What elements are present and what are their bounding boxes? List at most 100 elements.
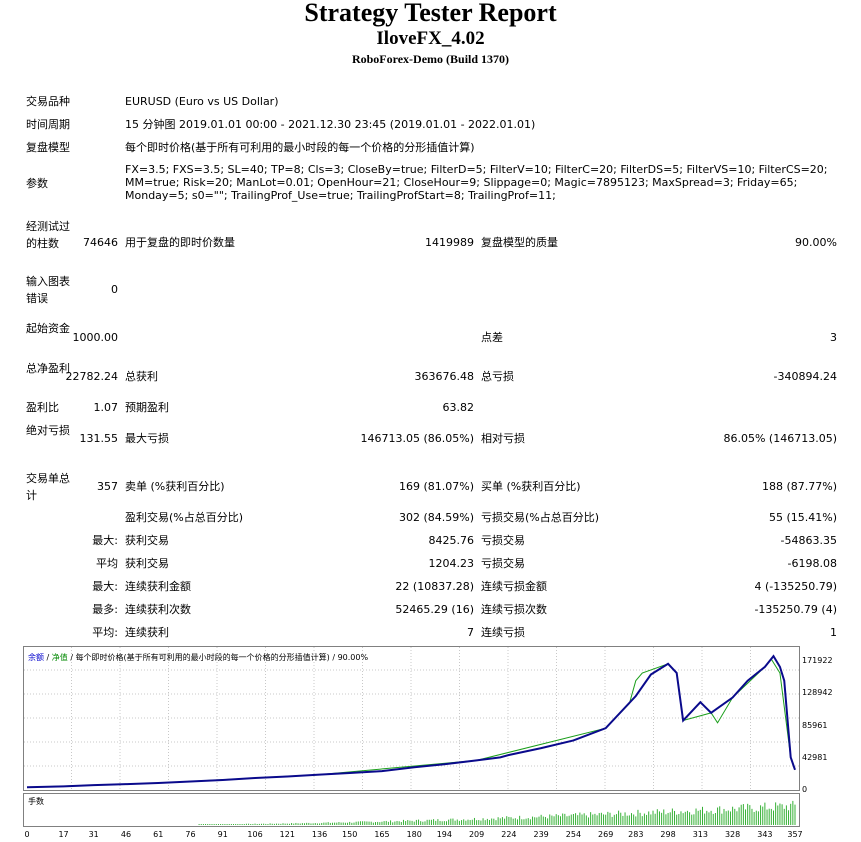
balance-chart: 171922 128942 85961 42981 0 0 17 31 46 61 76 91 106… xyxy=(23,646,833,839)
bars-label: 经测试过的柱数 xyxy=(26,220,70,250)
x-tick-label: 150 xyxy=(342,830,357,839)
trades-label: 交易单总计 xyxy=(26,472,70,502)
loss-trades-label: 亏损交易(%占总百分比) xyxy=(481,511,600,524)
most-prefix: 最多: xyxy=(92,603,118,616)
grossprofit-value: 363676.48 xyxy=(414,370,475,383)
deposit-label: 起始资金 xyxy=(26,322,70,335)
trades-value: 357 xyxy=(97,480,118,493)
x-tick-label: 76 xyxy=(185,830,195,839)
model-value: 每个即时价格(基于所有可利用的最小时段的每一个价格的分形插值计算) xyxy=(125,141,475,154)
avg-loss-value: -6198.08 xyxy=(787,557,837,570)
y-tick-label: 0 xyxy=(802,785,807,794)
max-prefix: 最大: xyxy=(92,580,118,593)
netprofit-value: 22782.24 xyxy=(65,370,119,383)
avg-cons-losses-label: 连续亏损 xyxy=(481,626,525,639)
pf-label: 盈利比 xyxy=(26,401,59,414)
max-cons-losses-label: 连续亏损金额 xyxy=(481,580,547,593)
y-tick-label: 128942 xyxy=(802,688,833,697)
avg-cons-losses-value: 1 xyxy=(830,626,837,639)
largest-profit-label: 获利交易 xyxy=(125,534,169,547)
avg-prefix: 平均 xyxy=(96,557,118,570)
absdd-value: 131.55 xyxy=(79,432,119,445)
short-label: 卖单 (%获利百分比) xyxy=(125,480,225,493)
x-tick-label: 357 xyxy=(787,830,802,839)
legend-sep-2: / xyxy=(68,653,76,662)
x-tick-label: 343 xyxy=(757,830,772,839)
deposit-value: 1000.00 xyxy=(72,331,119,344)
avg-loss-label: 亏损交易 xyxy=(481,557,525,570)
x-tick-label: 106 xyxy=(247,830,262,839)
report-title: Strategy Tester Report xyxy=(304,0,557,27)
x-tick-label: 165 xyxy=(374,830,389,839)
spread-label: 点差 xyxy=(481,331,503,344)
legend-balance: 余额 xyxy=(28,652,44,662)
x-tick-label: 328 xyxy=(725,830,740,839)
params-line-3: Monday=5; s0=""; TrailingProf_Use=true; … xyxy=(125,189,556,202)
x-tick-label: 224 xyxy=(501,830,516,839)
x-tick-label: 209 xyxy=(469,830,484,839)
quality-value: 90.00% xyxy=(795,236,837,249)
period-label: 时间周期 xyxy=(26,118,70,131)
loss-trades-value: 55 (15.41%) xyxy=(768,511,837,524)
y-tick-label: 42981 xyxy=(802,753,827,762)
x-tick-label: 91 xyxy=(218,830,228,839)
y-tick-label: 85961 xyxy=(802,721,827,730)
profit-trades-label: 盈利交易(%占总百分比) xyxy=(125,511,244,524)
x-tick-label: 283 xyxy=(628,830,643,839)
legend-equity: 净值 xyxy=(52,652,68,662)
params-value: FX=3.5; FXS=3.5; SL=40; TP=8; Cls=3; Clo… xyxy=(125,163,845,202)
short-value: 169 (81.07%) xyxy=(398,480,474,493)
x-tick-label: 46 xyxy=(121,830,131,839)
pf-value: 1.07 xyxy=(93,401,119,414)
long-label: 买单 (%获利百分比) xyxy=(481,480,581,493)
max-cons-losses-value: 4 (-135250.79) xyxy=(754,580,837,593)
mismatch-value: 0 xyxy=(111,283,118,296)
x-tick-label: 0 xyxy=(24,830,29,839)
x-tick-label: 313 xyxy=(693,830,708,839)
netprofit-label: 总净盈利 xyxy=(26,362,70,375)
maxdd-value: 146713.05 (86.05%) xyxy=(360,432,474,445)
grossprofit-label: 总获利 xyxy=(125,370,158,383)
ticks-label: 用于复盘的即时价数量 xyxy=(125,236,235,249)
spread-value: 3 xyxy=(830,331,837,344)
params-line-2: MM=true; Risk=20; ManLot=0.01; OpenHour=… xyxy=(125,176,798,189)
x-tick-label: 136 xyxy=(312,830,327,839)
largest-loss-label: 亏损交易 xyxy=(481,534,525,547)
avg-profit-value: 1204.23 xyxy=(428,557,475,570)
y-tick-label: 171922 xyxy=(802,656,833,665)
x-tick-label: 194 xyxy=(437,830,452,839)
avg-profit-label: 获利交易 xyxy=(125,557,169,570)
x-tick-label: 239 xyxy=(534,830,549,839)
lots-label: 手数 xyxy=(28,796,44,806)
avg-cons-wins-label: 连续获利 xyxy=(125,626,169,639)
x-tick-label: 61 xyxy=(153,830,163,839)
most-cons-profit-value: 52465.29 (16) xyxy=(395,603,474,616)
reldd-label: 相对亏损 xyxy=(481,432,525,445)
ea-name: IloveFX_4.02 xyxy=(376,28,485,49)
payoff-value: 63.82 xyxy=(442,401,475,414)
x-tick-label: 254 xyxy=(566,830,581,839)
max-cons-wins-label: 连续获利金额 xyxy=(125,580,191,593)
x-tick-label: 298 xyxy=(660,830,675,839)
payoff-label: 预期盈利 xyxy=(125,401,169,414)
server-build: RoboForex-Demo (Build 1370) xyxy=(351,52,510,66)
profit-trades-value: 302 (84.59%) xyxy=(398,511,474,524)
params-line-1: FX=3.5; FXS=3.5; SL=40; TP=8; Cls=3; Clo… xyxy=(125,163,828,176)
ticks-value: 1419989 xyxy=(425,236,474,249)
params-label: 参数 xyxy=(26,177,48,190)
x-tick-label: 180 xyxy=(407,830,422,839)
x-tick-label: 31 xyxy=(89,830,99,839)
mismatch-label: 输入图表错误 xyxy=(26,275,70,305)
largest-profit-value: 8425.76 xyxy=(428,534,475,547)
x-tick-label: 121 xyxy=(280,830,295,839)
period-value: 15 分钟图 2019.01.01 00:00 - 2021.12.30 23:… xyxy=(125,118,536,131)
grossloss-value: -340894.24 xyxy=(773,370,837,383)
avg2-prefix: 平均: xyxy=(92,626,118,639)
most-cons-loss-value: -135250.79 (4) xyxy=(754,603,837,616)
x-tick-label: 269 xyxy=(598,830,613,839)
model-label: 复盘模型 xyxy=(26,141,70,154)
quality-label: 复盘模型的质量 xyxy=(481,236,558,249)
maxdd-label: 最大亏损 xyxy=(125,432,169,445)
symbol-value: EURUSD (Euro vs US Dollar) xyxy=(125,95,279,108)
x-tick-label: 17 xyxy=(58,830,68,839)
